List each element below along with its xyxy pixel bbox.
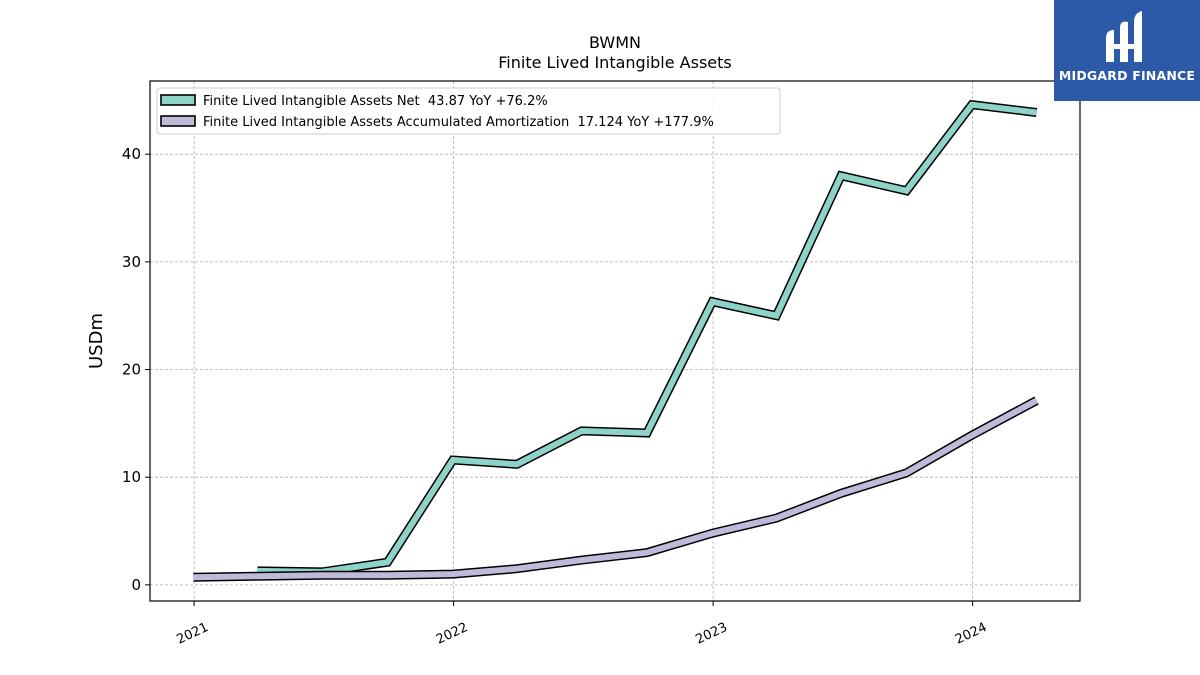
x-tick-label: 2022 [434, 620, 470, 648]
y-axis-label: USDm [86, 313, 107, 369]
x-tick-label: 2021 [174, 620, 210, 648]
legend-box [156, 87, 781, 135]
legend: Finite Lived Intangible Assets Net 43.87… [156, 87, 781, 135]
y-tick-label: 40 [122, 145, 141, 163]
x-tick-label: 2023 [693, 620, 729, 648]
plot-frame [149, 80, 1081, 602]
legend-label-2: Finite Lived Intangible Assets Accumulat… [203, 115, 714, 130]
series-line-1 [257, 101, 1037, 575]
y-tick-label: 0 [131, 576, 141, 594]
legend-label-1: Finite Lived Intangible Assets Net 43.87… [203, 94, 548, 109]
legend-swatch-2 [160, 115, 196, 127]
grid-lines [150, 81, 1080, 601]
midgard-finance-logo: MIDGARD FINANCE [1054, 0, 1200, 101]
series-line-2 [193, 397, 1039, 581]
logo-text: MIDGARD FINANCE [1058, 68, 1196, 83]
logo-mark-icon [1106, 11, 1142, 63]
legend-swatch-1 [160, 94, 196, 106]
chart-title: BWMN [589, 33, 641, 52]
series-group [193, 99, 1039, 582]
series-line-outline-2 [193, 396, 1039, 582]
chart-subtitle: Finite Lived Intangible Assets [498, 53, 732, 72]
y-axis: 0 10 20 30 40 [122, 145, 150, 594]
y-tick-label: 30 [122, 253, 141, 271]
x-axis: 2021 2022 2023 2024 [174, 601, 989, 648]
y-tick-label: 10 [122, 468, 141, 486]
x-tick-label: 2024 [953, 620, 989, 648]
y-tick-label: 20 [122, 361, 141, 379]
